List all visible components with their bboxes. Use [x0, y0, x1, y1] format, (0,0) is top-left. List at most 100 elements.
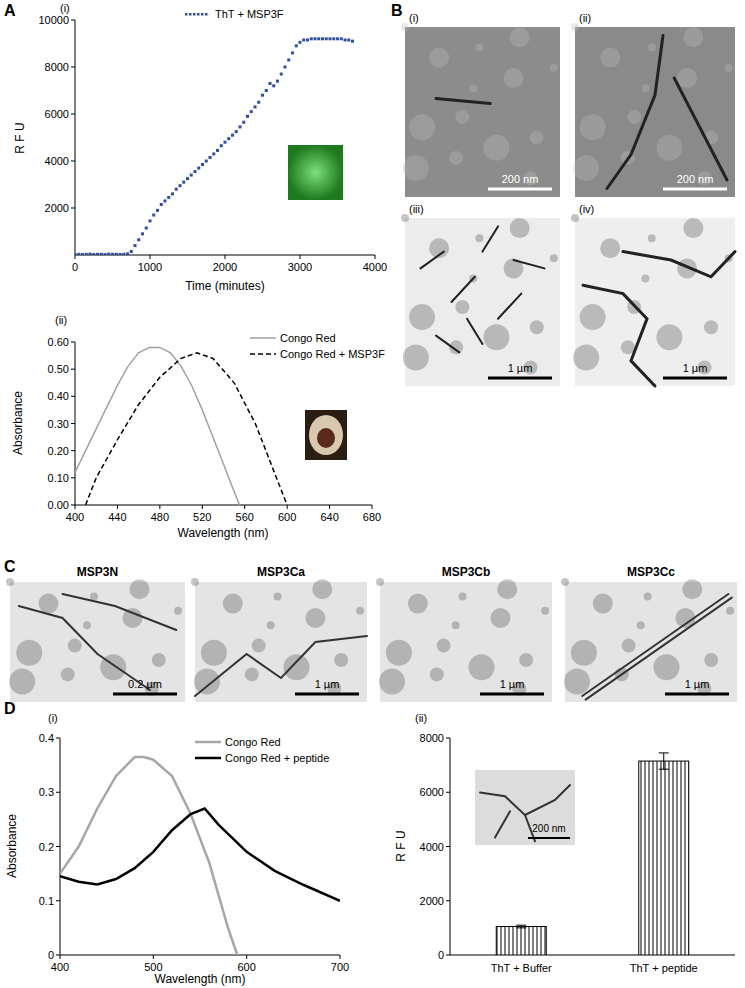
panel-title: (i)	[60, 2, 70, 14]
x-tick-label: 4000	[363, 261, 387, 273]
fibril	[607, 36, 663, 189]
y-tick	[56, 846, 60, 847]
bar	[496, 927, 546, 955]
fibril	[495, 811, 510, 837]
texture	[401, 214, 409, 222]
point	[122, 253, 125, 255]
point	[75, 253, 77, 255]
x-tick	[375, 255, 376, 259]
texture	[648, 43, 656, 51]
texture	[274, 592, 282, 600]
texture	[571, 640, 597, 666]
inset-image	[309, 415, 343, 455]
scale-bar-label: 1 µm	[683, 362, 708, 374]
inset-image	[317, 428, 335, 448]
texture	[409, 114, 435, 140]
texture	[510, 27, 530, 47]
fibril	[436, 98, 490, 103]
y-tick-label: 0.1	[39, 895, 54, 907]
fibril	[483, 226, 499, 251]
point	[220, 144, 223, 147]
legend-label: Congo Red + peptide	[225, 752, 329, 764]
texture	[600, 48, 620, 68]
point	[130, 250, 133, 253]
point	[239, 125, 242, 128]
y-tick	[71, 396, 75, 397]
texture	[408, 594, 428, 614]
texture	[490, 608, 510, 628]
point	[257, 101, 260, 104]
x-tick-label: 2000	[213, 261, 237, 273]
y-tick	[56, 955, 60, 956]
texture	[455, 300, 469, 314]
legend-label: Congo Red	[225, 736, 281, 748]
texture	[497, 579, 517, 599]
y-tick-label: 0.40	[48, 390, 69, 402]
texture	[455, 110, 469, 124]
texture	[475, 43, 483, 51]
x-tick	[287, 505, 288, 509]
x-tick-label: 640	[320, 511, 338, 523]
point	[119, 253, 122, 255]
texture	[571, 214, 579, 222]
point	[167, 196, 170, 199]
texture	[580, 304, 606, 330]
error-cap	[659, 769, 669, 770]
texture	[677, 68, 697, 88]
error-bar	[659, 753, 669, 769]
texture	[334, 653, 348, 667]
texture	[530, 320, 544, 334]
point	[321, 37, 324, 40]
annotation: 200 nm	[532, 823, 565, 834]
y-tick-label: 6000	[45, 108, 69, 120]
y-tick-label: 0.60	[48, 336, 69, 348]
texture	[641, 84, 649, 92]
texture	[430, 667, 444, 681]
figure: ABCD200 nm(i)200 nm(ii)1 µm(iii)1 µm(iv)…	[0, 0, 745, 988]
point	[291, 51, 294, 54]
inset-bg	[475, 770, 575, 845]
micrograph-bg	[565, 582, 737, 702]
fibril	[467, 319, 483, 344]
texture	[83, 621, 91, 629]
texture	[483, 135, 509, 161]
y-tick	[71, 505, 75, 506]
point	[250, 110, 253, 113]
panel-label: A	[4, 2, 16, 19]
x-tick	[300, 255, 301, 259]
texture	[726, 607, 734, 615]
micrograph-label: MSP3Cb	[442, 565, 491, 579]
point	[100, 253, 103, 255]
panel-label: B	[391, 2, 403, 19]
micrograph-bg	[575, 27, 735, 197]
scale-bar	[663, 377, 727, 380]
x-axis	[450, 955, 735, 956]
texture	[580, 114, 606, 140]
point	[205, 160, 208, 163]
point	[246, 115, 249, 118]
x-tick	[340, 955, 341, 959]
texture	[683, 218, 703, 238]
texture	[16, 640, 42, 666]
point	[137, 238, 140, 241]
texture	[6, 578, 14, 586]
scale-bar	[488, 188, 552, 191]
legend-line	[250, 337, 276, 339]
texture	[510, 218, 530, 238]
point	[280, 73, 283, 76]
point	[340, 37, 343, 40]
scale-bar-label: 1 µm	[508, 362, 533, 374]
y-tick-label: 0.10	[48, 472, 69, 484]
texture	[312, 579, 332, 599]
y-tick	[71, 114, 75, 115]
point	[325, 37, 328, 40]
texture	[39, 594, 59, 614]
inset-image: 200 nm	[475, 770, 575, 845]
scale-bar-label: 1 µm	[685, 678, 710, 690]
point	[336, 37, 339, 40]
point	[194, 170, 197, 173]
texture	[245, 667, 259, 681]
fibril	[583, 285, 655, 386]
scale-bar	[528, 837, 570, 839]
fibril	[514, 260, 545, 268]
